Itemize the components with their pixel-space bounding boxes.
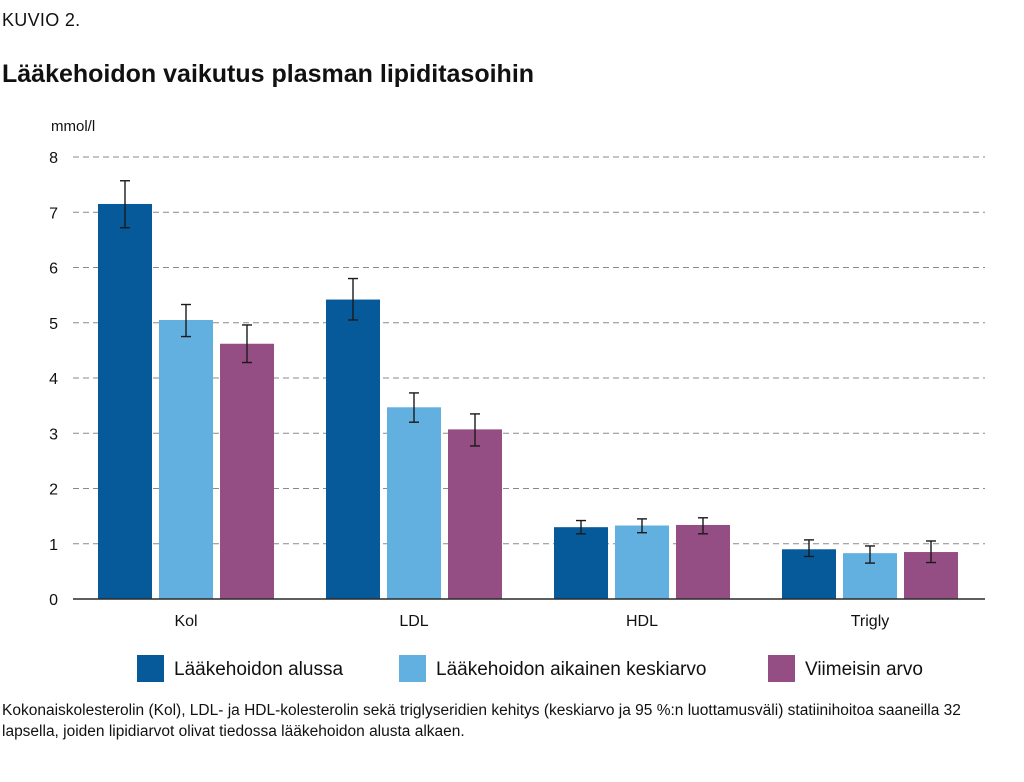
- bar: [615, 525, 669, 599]
- legend-label: Lääkehoidon alussa: [174, 659, 343, 680]
- bar: [387, 407, 441, 599]
- figure-caption: Kokonaiskolesterolin (Kol), LDL- ja HDL-…: [2, 702, 961, 740]
- y-tick-label: 3: [49, 426, 58, 443]
- y-tick-label: 1: [49, 537, 58, 554]
- x-tick-label: HDL: [626, 613, 658, 630]
- bar: [326, 299, 380, 599]
- y-tick-label: 8: [49, 150, 58, 167]
- legend-label: Viimeisin arvo: [805, 659, 923, 680]
- x-tick-label: LDL: [399, 613, 428, 630]
- legend-label: Lääkehoidon aikainen keskiarvo: [436, 659, 706, 680]
- y-tick-label: 6: [49, 261, 58, 278]
- legend-swatch: [768, 655, 795, 682]
- y-tick-label: 2: [49, 482, 58, 499]
- bar: [98, 203, 152, 599]
- bar: [554, 527, 608, 599]
- x-tick-label: Trigly: [851, 613, 890, 630]
- chart-title: Lääkehoidon vaikutus plasman lipiditasoi…: [2, 60, 535, 88]
- y-tick-label: 0: [49, 592, 58, 609]
- y-tick-label: 5: [49, 316, 58, 333]
- y-tick-label: 7: [49, 205, 58, 222]
- bar: [676, 524, 730, 599]
- y-tick-label: 4: [49, 371, 58, 388]
- y-axis-unit-label: mmol/l: [51, 118, 95, 135]
- bar: [220, 343, 274, 599]
- legend-swatch: [399, 655, 426, 682]
- legend-swatch: [137, 655, 164, 682]
- bar: [159, 319, 213, 599]
- bar: [782, 549, 836, 599]
- bar-chart: mmol/l 0 1 2 3 4 5 6 7 8 Kol LDL HDL Trigly Lääkehoido…: [49, 118, 985, 682]
- bar: [448, 429, 502, 599]
- x-tick-label: Kol: [174, 613, 197, 630]
- figure-label: KUVIO 2.: [2, 10, 81, 30]
